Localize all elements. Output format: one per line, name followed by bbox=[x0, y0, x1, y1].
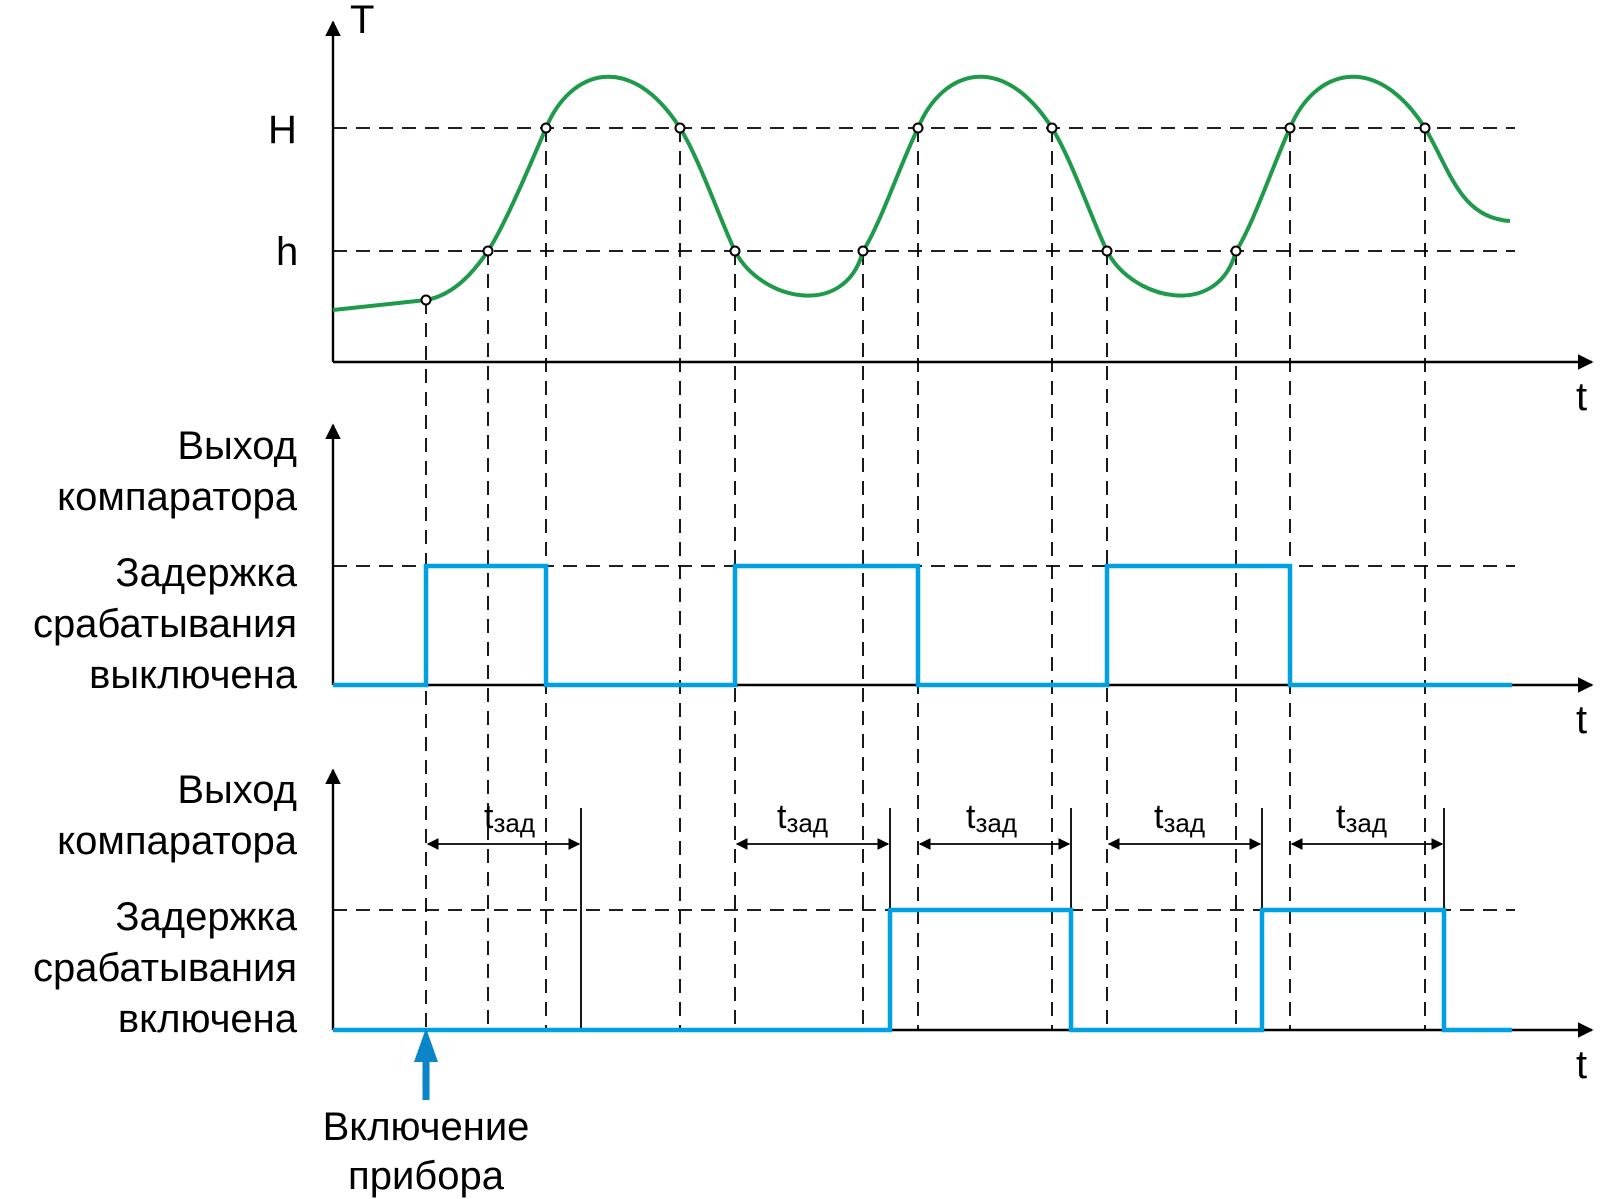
threshold-crossing-points bbox=[420, 122, 1431, 306]
delay-end-markers bbox=[580, 808, 1445, 1030]
power-on-label-line2: прибора bbox=[348, 1154, 505, 1198]
svg-text:компаратора: компаратора bbox=[57, 475, 298, 519]
delay-label-3: tзад bbox=[966, 798, 1017, 838]
delay-label-1: tзад bbox=[484, 798, 535, 838]
svg-text:срабатывания: срабатывания bbox=[33, 946, 297, 990]
svg-text:Выход: Выход bbox=[177, 768, 297, 812]
comparator-output-delay-off bbox=[333, 563, 1512, 688]
panel3-label: Выход компаратора Задержка срабатывания … bbox=[33, 768, 298, 1041]
svg-text:выключена: выключена bbox=[89, 653, 298, 697]
lower-threshold-label: h bbox=[276, 230, 298, 274]
temperature-curve bbox=[332, 74, 1511, 312]
time-axis-label-2: t bbox=[1576, 698, 1587, 742]
svg-text:Задержка: Задержка bbox=[115, 895, 297, 939]
svg-text:компаратора: компаратора bbox=[57, 819, 298, 863]
svg-text:Задержка: Задержка bbox=[115, 551, 297, 595]
delay-label-4: tзад bbox=[1154, 798, 1205, 838]
time-axis-label-1: t bbox=[1576, 375, 1587, 419]
delay-label-2: tзад bbox=[777, 798, 828, 838]
upper-threshold-label: H bbox=[268, 108, 297, 152]
up-arrow-icon bbox=[414, 1028, 438, 1062]
svg-text:Выход: Выход bbox=[177, 424, 297, 468]
svg-text:включена: включена bbox=[118, 997, 298, 1041]
comparator-output-delay-on bbox=[333, 907, 1512, 1033]
power-on-arrow bbox=[414, 1028, 438, 1100]
temperature-axis-label: T bbox=[350, 0, 374, 42]
time-axis-label-3: t bbox=[1576, 1043, 1587, 1087]
power-on-label-line1: Включение bbox=[323, 1105, 530, 1149]
svg-text:срабатывания: срабатывания bbox=[33, 602, 297, 646]
panel2-label: Выход компаратора Задержка срабатывания … bbox=[33, 424, 298, 697]
delay-label-5: tзад bbox=[1336, 798, 1387, 838]
projection-lines bbox=[425, 128, 1426, 1030]
